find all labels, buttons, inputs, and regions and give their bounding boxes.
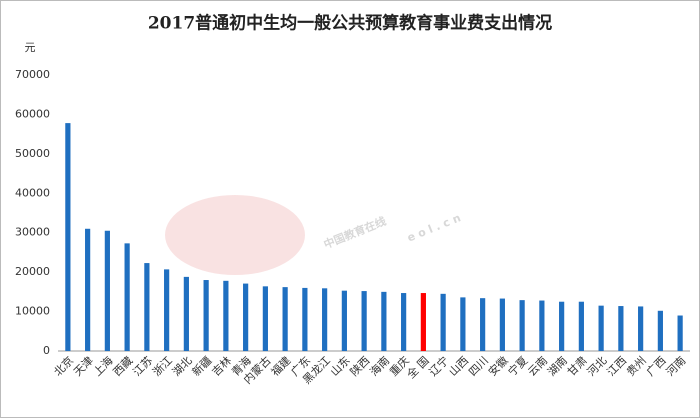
bar bbox=[401, 293, 407, 351]
bar bbox=[440, 293, 446, 351]
y-tick-label: 10000 bbox=[15, 305, 50, 318]
y-unit: 元 bbox=[25, 41, 36, 54]
bar bbox=[598, 305, 604, 351]
bar bbox=[243, 283, 249, 351]
bar bbox=[361, 291, 367, 351]
bar bbox=[282, 287, 288, 351]
bar bbox=[104, 230, 110, 351]
chart-title: 2017普通初中生均一般公共预算教育事业费支出情况 bbox=[148, 13, 552, 34]
bar bbox=[480, 298, 486, 351]
bar bbox=[420, 293, 426, 351]
y-tick-label: 20000 bbox=[15, 265, 50, 278]
bar bbox=[578, 301, 584, 351]
bar bbox=[262, 286, 268, 351]
y-tick-label: 0 bbox=[43, 344, 50, 357]
bar bbox=[144, 263, 150, 351]
bar bbox=[65, 123, 71, 351]
y-tick-label: 40000 bbox=[15, 186, 50, 199]
bar bbox=[519, 300, 525, 351]
bar bbox=[657, 310, 663, 351]
bar bbox=[322, 288, 328, 351]
y-tick-label: 70000 bbox=[15, 68, 50, 81]
bar bbox=[302, 287, 308, 351]
bar bbox=[164, 269, 170, 351]
bar bbox=[460, 297, 466, 351]
bar bbox=[618, 306, 624, 351]
bar bbox=[223, 280, 229, 351]
y-tick-label: 60000 bbox=[15, 107, 50, 120]
bar bbox=[124, 243, 130, 351]
bar bbox=[381, 291, 387, 351]
bar bbox=[183, 276, 189, 351]
bar bbox=[203, 280, 209, 351]
bar bbox=[539, 300, 545, 351]
watermark-logo bbox=[165, 195, 305, 275]
bar bbox=[499, 298, 505, 351]
bar bbox=[341, 290, 347, 351]
bar bbox=[677, 315, 683, 351]
bar bbox=[638, 306, 644, 351]
y-tick-label: 30000 bbox=[15, 226, 50, 239]
y-tick-label: 50000 bbox=[15, 147, 50, 160]
bar bbox=[559, 301, 565, 351]
bar bbox=[85, 228, 91, 351]
